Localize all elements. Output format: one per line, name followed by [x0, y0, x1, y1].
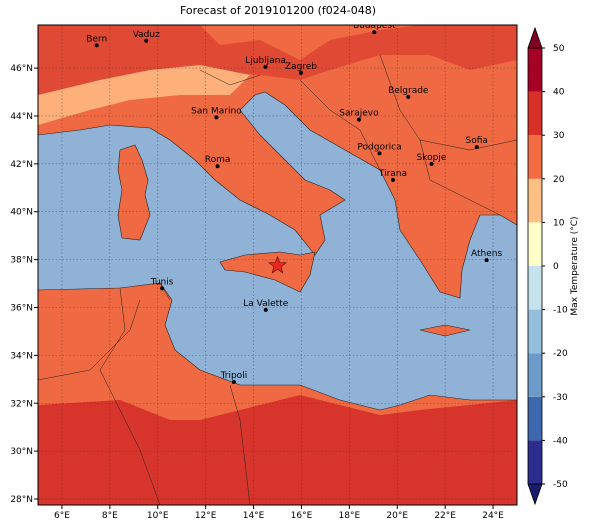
city-label: Skopje	[417, 153, 447, 163]
colorbar-extend	[527, 483, 543, 506]
island	[219, 251, 316, 293]
city-marker	[263, 64, 268, 69]
colorbar-tick-label: 40	[553, 88, 565, 98]
colorbar-tick-label: 0	[553, 262, 559, 272]
x-tick-label: 6°E	[54, 511, 70, 521]
colorbar-band	[528, 48, 542, 92]
city-marker	[356, 117, 361, 122]
city-marker	[160, 286, 165, 291]
x-tick-label: 16°E	[291, 511, 313, 521]
city-label: Podgorica	[357, 142, 401, 152]
colorbar-band	[528, 178, 542, 223]
city-marker	[94, 43, 99, 48]
y-tick-label: 28°N	[10, 495, 33, 505]
colorbar-band	[528, 266, 542, 310]
city-marker	[377, 151, 382, 156]
city-label: San Marino	[191, 106, 242, 116]
x-tick-label: 12°E	[195, 511, 217, 521]
colorbar-tick-label: -30	[553, 393, 568, 403]
colorbar-band	[528, 353, 542, 397]
city-label: Vaduz	[133, 30, 160, 40]
city-marker	[474, 145, 479, 150]
x-tick-label: 8°E	[102, 511, 118, 521]
x-tick-label: 14°E	[243, 511, 265, 521]
city-marker	[298, 70, 303, 75]
y-tick-label: 38°N	[10, 256, 33, 266]
y-tick-label: 42°N	[10, 160, 33, 170]
y-tick-label: 46°N	[10, 64, 33, 74]
colorbar-tick-label: -10	[553, 306, 568, 316]
city-marker	[215, 164, 220, 169]
city-label: Ljubljana	[245, 56, 286, 66]
colorbar-band	[528, 309, 542, 354]
colorbar-band	[528, 396, 542, 441]
y-tick-label: 32°N	[10, 399, 33, 409]
colorbar: -50 -40 -30 -20 -10 0 10 20 30 40 50 Max Temperatur…	[527, 26, 580, 506]
city-label: Tirana	[378, 169, 407, 179]
city-marker	[231, 379, 236, 384]
city-marker	[429, 161, 434, 166]
y-tick-label: 34°N	[10, 351, 33, 361]
alps	[38, 65, 250, 125]
axis-ticks: 6°E 8°E 10°E 12°E 14°E 16°E 18°E 20°E 22°E 24°E 28…	[10, 64, 504, 521]
colorbar-tick-label: 20	[553, 175, 565, 185]
colorbar-tick-label: -20	[553, 349, 568, 359]
colorbar-band	[528, 135, 542, 179]
city-label: Bern	[86, 34, 107, 44]
city-marker	[390, 177, 395, 182]
city-label: Tripoli	[220, 371, 248, 381]
x-tick-label: 10°E	[147, 511, 169, 521]
map-frame	[37, 24, 518, 506]
colorbar-tick-label: 50	[553, 44, 565, 54]
y-tick-label: 30°N	[10, 447, 33, 457]
colorbar-tick-label: 10	[553, 218, 565, 228]
city-marker	[214, 115, 219, 120]
x-tick-label: 18°E	[339, 511, 361, 521]
graticule	[38, 25, 517, 505]
colorbar-tick-label: 30	[553, 131, 565, 141]
city-marker	[372, 30, 377, 35]
city-marker	[263, 307, 268, 312]
colorbar-extend	[527, 26, 543, 49]
y-tick-label: 44°N	[10, 112, 33, 122]
city-marker	[144, 38, 149, 43]
city-label: Athens	[471, 249, 502, 259]
city-marker	[484, 258, 489, 263]
city-label: Roma	[205, 155, 231, 165]
city-label: Zagreb	[285, 62, 317, 72]
x-tick-label: 24°E	[482, 511, 504, 521]
star-marker	[268, 255, 287, 274]
island	[117, 144, 151, 241]
colorbar-band	[528, 222, 542, 266]
city-label: Tunis	[150, 277, 174, 287]
y-tick-label: 40°N	[10, 208, 33, 218]
city-label: La Valette	[243, 299, 288, 309]
title: Forecast of 2019101200 (f024-048)	[180, 4, 376, 17]
city-label: Budapest	[353, 21, 396, 31]
colorbar-tick-label: -50	[553, 480, 568, 490]
colorbar-label: Max Temperature (°C)	[570, 216, 580, 315]
city-label: Sofia	[466, 136, 488, 146]
colorbar-tick-label: -40	[553, 436, 568, 446]
city-label: Sarajevo	[339, 109, 379, 119]
colorbar-band	[528, 440, 542, 484]
city-label: Belgrade	[388, 86, 429, 96]
colorbar-band	[528, 91, 542, 136]
x-tick-label: 22°E	[434, 511, 456, 521]
city-marker	[406, 94, 411, 99]
y-tick-label: 36°N	[10, 303, 33, 313]
x-tick-label: 20°E	[386, 511, 408, 521]
